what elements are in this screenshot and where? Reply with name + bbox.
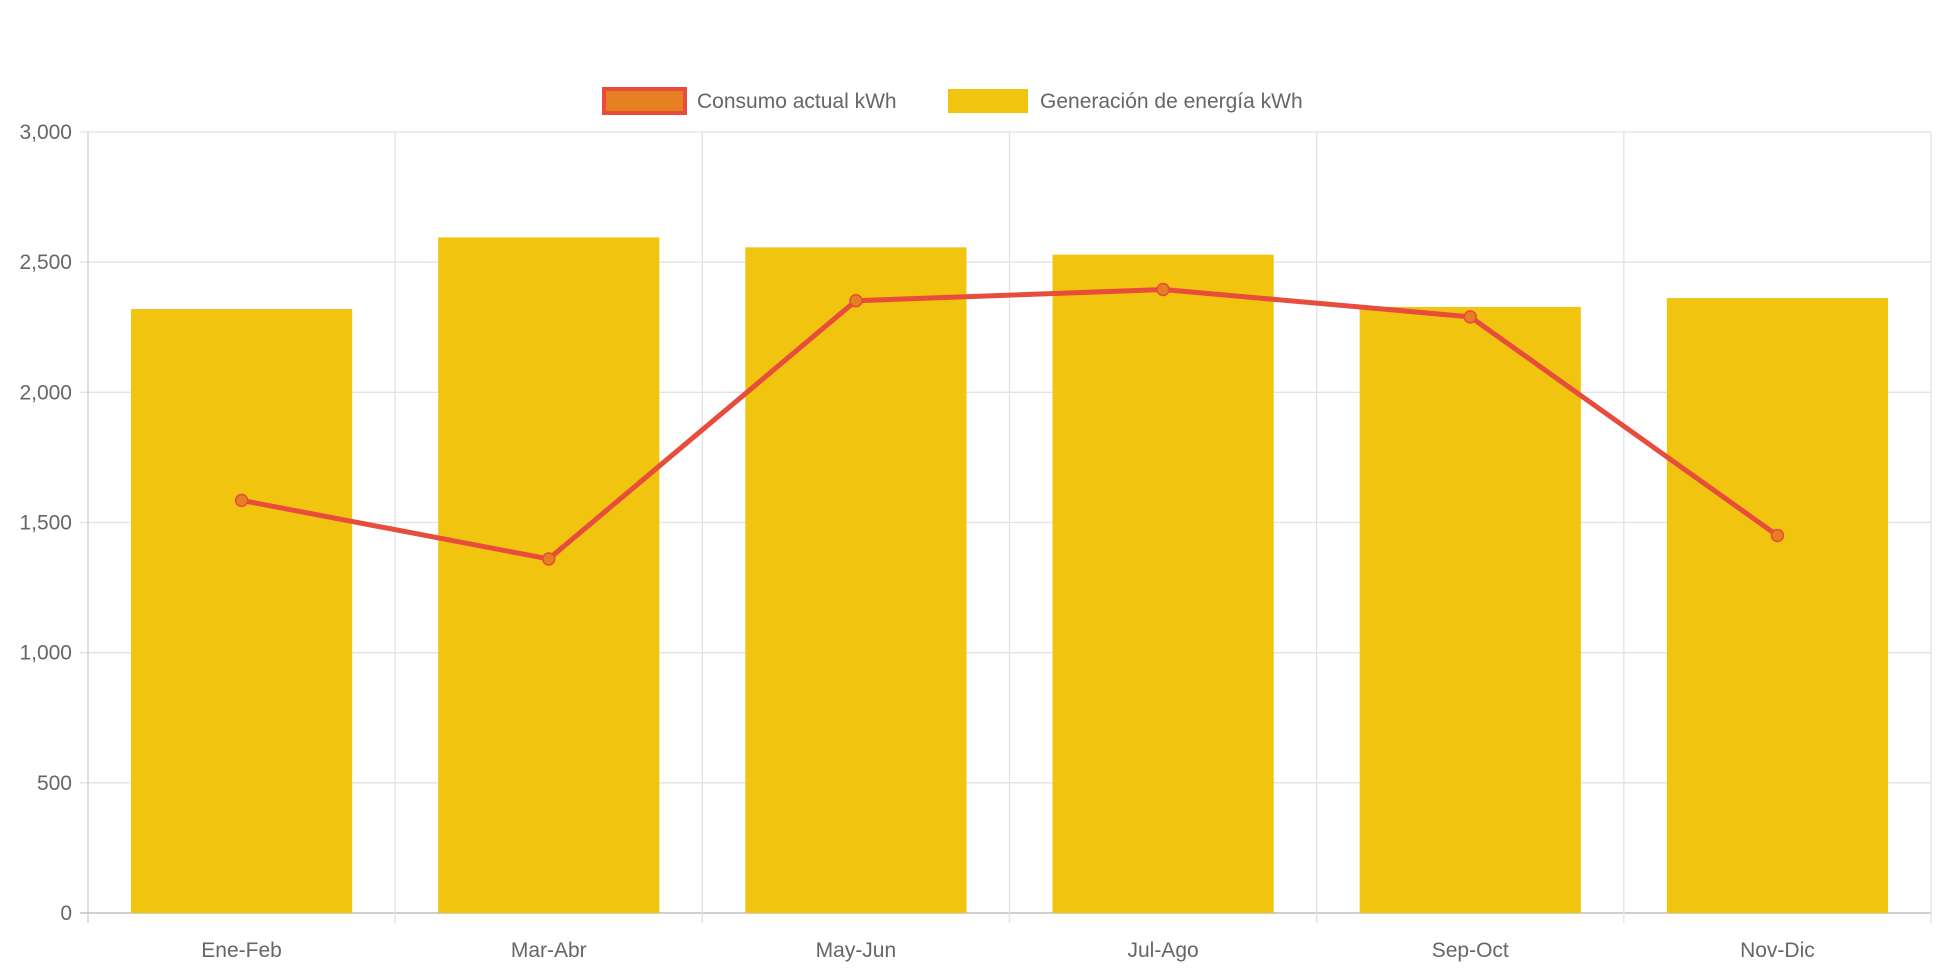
point-sep-oct	[1463, 310, 1477, 324]
legend-swatch-consumo	[602, 87, 687, 115]
x-tick-label: Mar-Abr	[511, 939, 587, 962]
x-axis: Ene-Feb Mar-Abr May-Jun Jul-Ago Sep-Oct Nov-D…	[201, 939, 1814, 962]
legend: Consumo actual kWh Generación de energía…	[602, 87, 1303, 115]
bar-sep-oct	[1359, 306, 1581, 914]
y-tick-label: 1,500	[19, 512, 72, 535]
y-tick-label: 2,000	[19, 381, 72, 404]
point-nov-dic	[1770, 528, 1785, 543]
x-tick-label: May-Jun	[816, 939, 897, 962]
x-tick-label: Ene-Feb	[201, 939, 282, 962]
y-tick-label: 3,000	[19, 121, 72, 144]
point-jul-ago	[1156, 282, 1170, 297]
bar-may-jun	[745, 247, 967, 914]
bar-nov-dic	[1666, 298, 1888, 913]
point-may-jun	[849, 293, 863, 308]
legend-label-generacion: Generación de energía kWh	[1040, 90, 1303, 113]
bar-mar-abr	[438, 237, 660, 913]
y-tick-label: 1,000	[19, 642, 72, 665]
legend-swatch-generacion	[948, 89, 1028, 113]
point-ene-feb	[234, 493, 249, 508]
line-series	[234, 282, 1785, 566]
bar-series	[131, 237, 1888, 914]
legend-label-consumo: Consumo actual kWh	[697, 90, 897, 113]
y-tick-label: 2,500	[19, 251, 72, 274]
point-mar-abr	[542, 552, 556, 566]
consumo-line	[241, 287, 1779, 562]
y-tick-label: 0	[60, 902, 72, 925]
legend-item-generacion[interactable]: Generación de energía kWh	[948, 89, 1303, 113]
x-tick-label: Nov-Dic	[1740, 939, 1815, 962]
legend-item-consumo[interactable]: Consumo actual kWh	[602, 87, 897, 115]
x-tick-label: Jul-Ago	[1127, 939, 1198, 962]
bar-ene-feb	[131, 309, 353, 913]
grid	[80, 131, 1932, 923]
bar-jul-ago	[1052, 254, 1274, 913]
x-tick-label: Sep-Oct	[1432, 939, 1509, 962]
y-axis: 0 500 1,000 1,500 2,000 2,500 3,000	[19, 121, 72, 925]
y-tick-label: 500	[37, 772, 72, 795]
